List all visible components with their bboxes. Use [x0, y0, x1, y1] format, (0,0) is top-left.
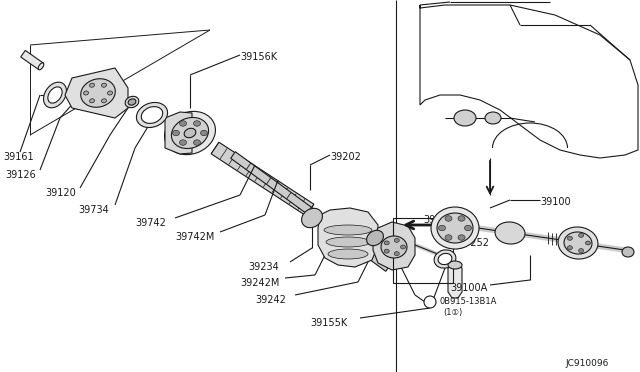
Text: M: M	[427, 299, 433, 305]
Polygon shape	[165, 112, 192, 154]
Ellipse shape	[326, 237, 370, 247]
Text: 39742: 39742	[135, 218, 166, 228]
Ellipse shape	[448, 261, 462, 269]
Ellipse shape	[401, 245, 406, 249]
Polygon shape	[231, 152, 390, 271]
Ellipse shape	[328, 249, 368, 259]
Ellipse shape	[90, 99, 95, 103]
Ellipse shape	[102, 99, 106, 103]
Text: 39100A: 39100A	[450, 283, 487, 293]
Text: 39126: 39126	[5, 170, 36, 180]
Text: 39234: 39234	[248, 262, 279, 272]
Ellipse shape	[558, 227, 598, 259]
Text: 39156K: 39156K	[240, 52, 277, 62]
Ellipse shape	[384, 241, 389, 245]
Ellipse shape	[301, 208, 323, 228]
Ellipse shape	[579, 248, 584, 253]
Ellipse shape	[193, 121, 200, 126]
Text: 39155K: 39155K	[310, 318, 348, 328]
Polygon shape	[448, 265, 462, 298]
Polygon shape	[211, 142, 314, 216]
Ellipse shape	[579, 233, 584, 237]
Ellipse shape	[179, 121, 186, 126]
Ellipse shape	[568, 236, 572, 240]
Ellipse shape	[458, 235, 465, 240]
Ellipse shape	[179, 140, 186, 145]
Ellipse shape	[90, 83, 95, 87]
Ellipse shape	[465, 225, 472, 231]
Ellipse shape	[458, 216, 465, 221]
Ellipse shape	[445, 235, 452, 240]
Ellipse shape	[141, 107, 163, 124]
Text: 39125: 39125	[423, 215, 454, 225]
Polygon shape	[20, 51, 44, 70]
Text: 39242M: 39242M	[240, 278, 280, 288]
Ellipse shape	[128, 99, 136, 105]
Ellipse shape	[424, 296, 436, 308]
Text: 39242: 39242	[255, 295, 286, 305]
Ellipse shape	[324, 225, 372, 235]
Ellipse shape	[394, 251, 399, 256]
Ellipse shape	[454, 110, 476, 126]
Ellipse shape	[44, 82, 67, 108]
Ellipse shape	[367, 230, 383, 246]
Ellipse shape	[381, 236, 407, 258]
Ellipse shape	[394, 238, 399, 242]
Text: 39252: 39252	[458, 238, 489, 248]
Ellipse shape	[434, 250, 456, 268]
Ellipse shape	[622, 247, 634, 257]
Ellipse shape	[437, 213, 473, 243]
Bar	[393, 218, 453, 283]
Ellipse shape	[586, 241, 591, 245]
Text: 39734: 39734	[78, 205, 109, 215]
Ellipse shape	[102, 83, 106, 87]
Text: 39202: 39202	[330, 152, 361, 162]
Ellipse shape	[438, 225, 445, 231]
Ellipse shape	[136, 102, 168, 128]
Ellipse shape	[568, 246, 572, 250]
Ellipse shape	[431, 207, 479, 249]
Ellipse shape	[172, 118, 209, 148]
Ellipse shape	[164, 111, 216, 155]
Ellipse shape	[564, 232, 592, 254]
Ellipse shape	[384, 249, 389, 253]
Ellipse shape	[84, 91, 88, 95]
Text: 0B915-13B1A: 0B915-13B1A	[440, 298, 497, 307]
Ellipse shape	[438, 253, 452, 264]
Polygon shape	[318, 208, 378, 267]
Text: 39161: 39161	[3, 152, 34, 162]
Ellipse shape	[184, 128, 196, 138]
Ellipse shape	[81, 79, 115, 107]
Ellipse shape	[193, 140, 200, 145]
Text: JC910096: JC910096	[565, 359, 609, 368]
Ellipse shape	[48, 87, 62, 103]
Text: 39100: 39100	[540, 197, 571, 207]
Polygon shape	[65, 68, 128, 118]
Ellipse shape	[485, 112, 501, 124]
Ellipse shape	[38, 63, 44, 70]
Polygon shape	[373, 222, 415, 270]
Text: 39742M: 39742M	[175, 232, 214, 242]
Ellipse shape	[108, 91, 113, 95]
Text: (1①): (1①)	[443, 308, 462, 317]
Ellipse shape	[495, 222, 525, 244]
Ellipse shape	[200, 130, 207, 136]
Ellipse shape	[173, 130, 179, 136]
Ellipse shape	[125, 96, 139, 108]
Text: 39120: 39120	[45, 188, 76, 198]
Ellipse shape	[445, 216, 452, 221]
